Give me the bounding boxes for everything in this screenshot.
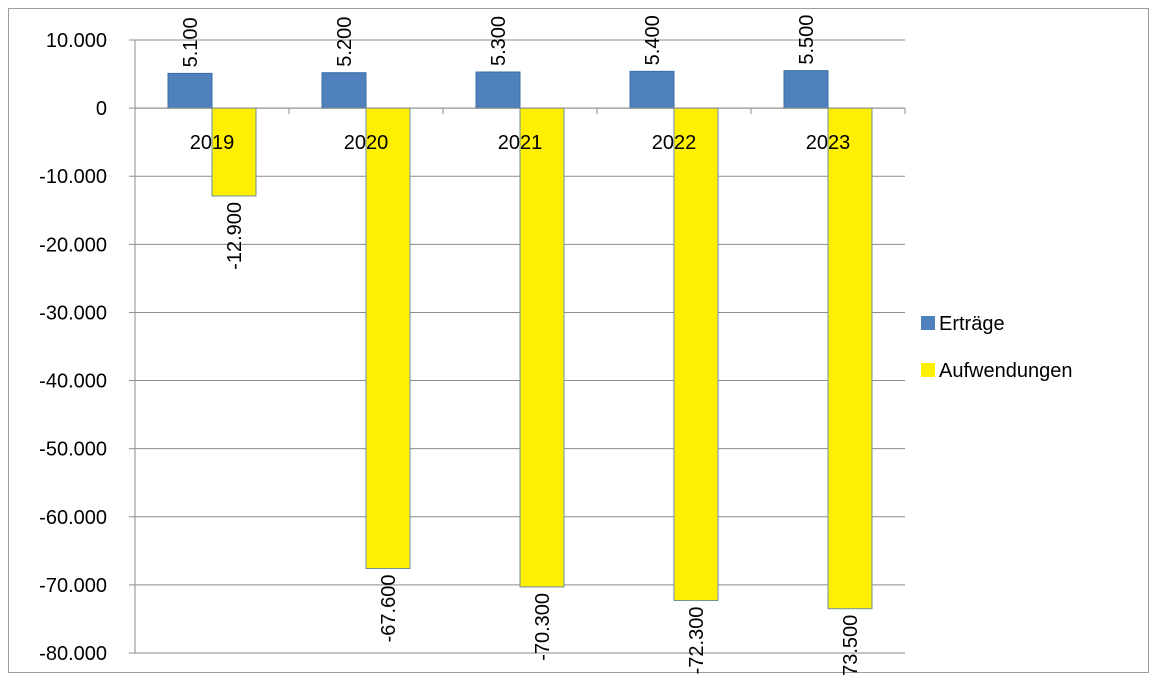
legend-swatch-aufwendungen <box>921 363 935 377</box>
data-label-ertraege: 5.100 <box>180 17 202 67</box>
y-tick-label: -60.000 <box>39 507 107 529</box>
chart-frame <box>8 8 1149 673</box>
bar-aufwendungen <box>365 107 411 570</box>
y-tick-label: 10.000 <box>46 30 107 52</box>
x-tick-label: 2023 <box>806 132 851 154</box>
x-tick-label: 2022 <box>652 132 697 154</box>
y-tick-label: -10.000 <box>39 166 107 188</box>
y-tick-label: 0 <box>96 98 107 120</box>
bar-aufwendungen <box>519 107 565 588</box>
data-label-aufwendungen: -70.300 <box>532 593 554 661</box>
y-tick-label: -40.000 <box>39 371 107 393</box>
data-label-ertraege: 5.200 <box>334 17 356 67</box>
data-label-aufwendungen: -72.300 <box>686 607 708 675</box>
x-tick-label: 2019 <box>190 132 235 154</box>
data-label-ertraege: 5.400 <box>642 15 664 65</box>
legend-swatch-ertraege <box>921 316 935 330</box>
x-tick-label: 2021 <box>498 132 543 154</box>
bar-ertraege <box>783 70 829 109</box>
data-label-ertraege: 5.500 <box>796 15 818 65</box>
bar-ertraege <box>321 72 367 109</box>
bar-aufwendungen <box>827 107 873 610</box>
data-label-aufwendungen: -67.600 <box>378 575 400 643</box>
legend-label-aufwendungen: Aufwendungen <box>939 360 1072 382</box>
y-tick-label: -20.000 <box>39 234 107 256</box>
y-tick-label: -80.000 <box>39 643 107 665</box>
bar-ertraege <box>629 70 675 109</box>
y-tick-label: -50.000 <box>39 439 107 461</box>
data-label-aufwendungen: -73.500 <box>840 615 862 677</box>
y-tick-label: -30.000 <box>39 302 107 324</box>
bar-aufwendungen <box>673 107 719 602</box>
legend-label-ertraege: Erträge <box>939 313 1005 335</box>
bar-ertraege <box>475 71 521 109</box>
y-tick-label: -70.000 <box>39 575 107 597</box>
data-label-aufwendungen: -12.900 <box>224 202 246 270</box>
x-tick-label: 2020 <box>344 132 389 154</box>
bar-ertraege <box>167 72 213 109</box>
bar-aufwendungen <box>211 107 257 197</box>
data-label-ertraege: 5.300 <box>488 16 510 66</box>
